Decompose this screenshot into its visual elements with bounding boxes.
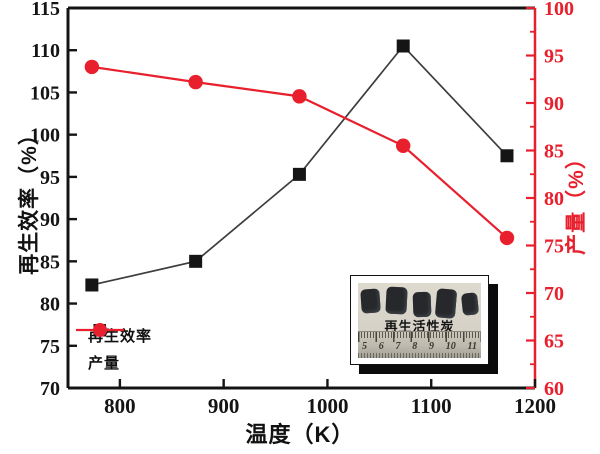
ruler-number: 9 — [429, 341, 434, 352]
series-marker-square — [189, 254, 203, 268]
ruler-number: 7 — [395, 341, 401, 352]
x-tick-label: 800 — [104, 394, 136, 418]
series-marker-circle — [499, 230, 515, 246]
ruler-bottom-ticks — [358, 353, 481, 358]
legend: 再生效率 产量 — [76, 322, 152, 376]
left-tick-label: 110 — [31, 40, 60, 62]
right-tick-label: 90 — [544, 93, 564, 115]
series-marker-square — [85, 278, 99, 292]
ruler: 5 6 7 8 9 10 11 — [358, 331, 481, 358]
carbon-chunk — [385, 286, 408, 315]
right-tick-label: 80 — [544, 188, 564, 210]
carbon-chunk — [360, 288, 381, 314]
series-marker-square — [396, 39, 410, 53]
ruler-number: 11 — [467, 341, 477, 352]
left-tick-label: 70 — [40, 378, 60, 400]
series-marker-circle — [396, 138, 411, 153]
x-axis-title: 温度（K） — [245, 422, 355, 447]
ruler-numbers: 5 6 7 8 9 10 11 — [362, 341, 477, 352]
y-axis-title-left: 再生效率（%） — [18, 123, 41, 275]
ruler-cm-ticks — [358, 332, 481, 342]
carbon-chunks — [360, 286, 480, 319]
ruler-number: 6 — [378, 341, 384, 352]
x-tick-label: 1000 — [306, 394, 348, 418]
left-tick-label: 100 — [30, 125, 60, 147]
ruler-number: 8 — [412, 341, 418, 352]
series-marker-circle — [84, 59, 100, 75]
inset-caption: 再生活性炭 — [384, 319, 455, 334]
y-axis-title-right: 产量（%） — [565, 147, 588, 255]
inset-photo-regenerated-carbon: 再生活性炭 5 6 7 8 9 10 11 — [350, 275, 489, 365]
right-tick-label: 60 — [544, 378, 564, 400]
left-tick-label: 75 — [40, 336, 60, 358]
left-tick-label: 80 — [40, 294, 60, 316]
left-tick-label: 105 — [30, 82, 60, 104]
series-line-regeneration-efficiency — [91, 44, 508, 286]
right-tick-label: 95 — [544, 46, 564, 68]
left-tick-label: 85 — [40, 251, 60, 273]
left-tick-label: 95 — [40, 167, 60, 189]
legend-label: 产量 — [88, 355, 121, 372]
legend-glyph-circle-series — [76, 323, 124, 337]
left-tick-label: 90 — [40, 209, 60, 231]
series-marker-square — [292, 167, 306, 181]
right-tick-label: 65 — [544, 331, 564, 353]
right-tick-label: 70 — [544, 283, 564, 305]
carbon-chunk — [435, 288, 458, 319]
right-tick-label: 85 — [544, 141, 564, 163]
x-tick-label: 900 — [208, 394, 240, 418]
carbon-chunk — [460, 292, 480, 316]
ruler-number: 10 — [445, 341, 456, 352]
right-tick-label: 100 — [544, 0, 574, 20]
carbon-chunk — [412, 291, 431, 318]
right-tick-label: 75 — [544, 236, 564, 258]
x-tick-label: 1100 — [411, 394, 452, 418]
left-tick-label: 115 — [31, 0, 60, 20]
series-marker-circle — [292, 89, 307, 104]
series-marker-square — [500, 149, 514, 163]
x-tick-label: 1200 — [514, 394, 556, 418]
series-marker-circle — [188, 74, 203, 90]
inset-photo-area: 再生活性炭 5 6 7 8 9 10 11 — [358, 283, 481, 358]
legend-entry-yield: 产量 — [76, 323, 152, 376]
ruler-number: 5 — [362, 341, 367, 352]
